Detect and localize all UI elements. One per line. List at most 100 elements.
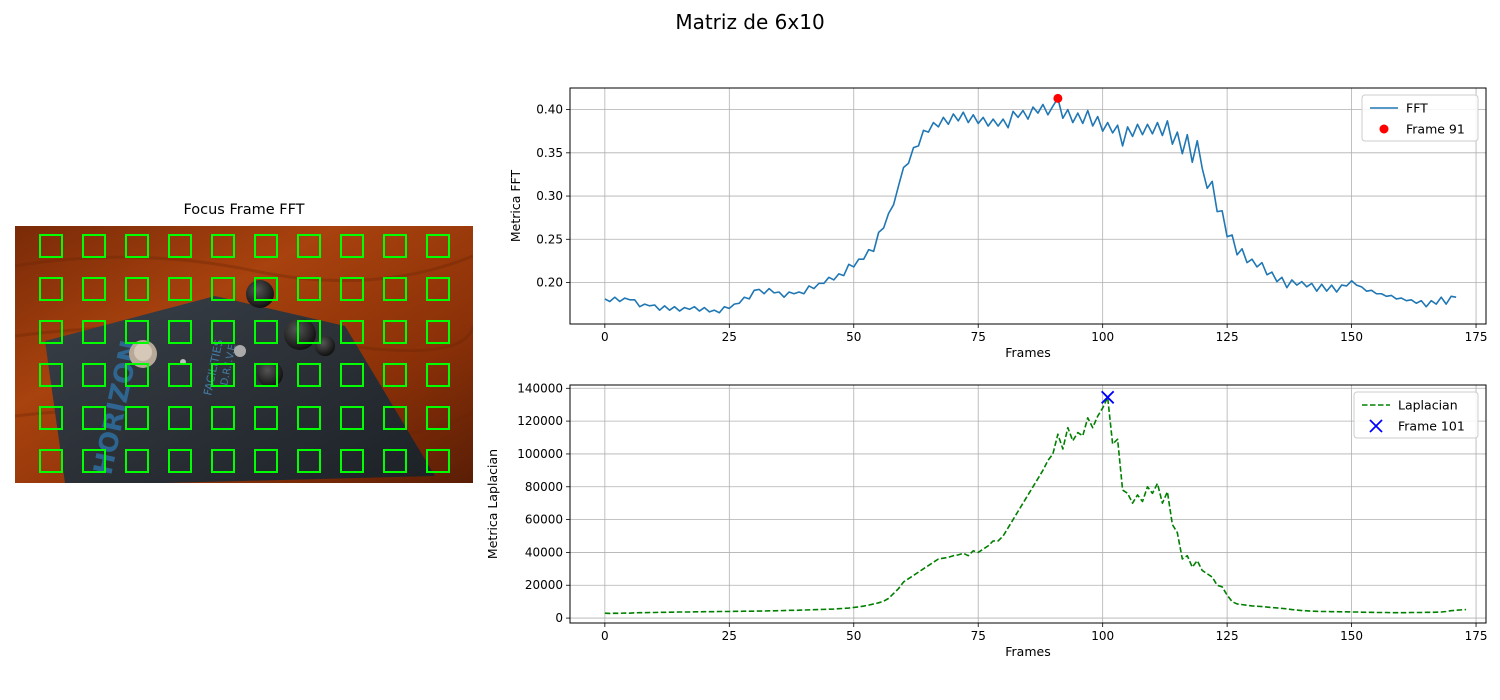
focus-box xyxy=(254,320,278,344)
x-tick-label: 75 xyxy=(971,330,986,344)
legend-marker-stroke xyxy=(1369,419,1383,433)
focus-frame-svg: HORIZON FACILITIES D.R.I.V.E xyxy=(15,226,473,483)
focus-box xyxy=(254,449,278,473)
x-tick-label: 125 xyxy=(1216,330,1239,344)
focus-box xyxy=(211,277,235,301)
focus-box xyxy=(168,320,192,344)
legend-marker-swatch xyxy=(1369,419,1383,433)
focus-box xyxy=(168,449,192,473)
x-tick-label: 0 xyxy=(601,330,609,344)
focus-box xyxy=(125,277,149,301)
focus-box xyxy=(297,406,321,430)
x-tick-label: 175 xyxy=(1465,330,1488,344)
focus-box xyxy=(125,320,149,344)
focus-box xyxy=(297,449,321,473)
y-tick-label: 120000 xyxy=(517,414,563,428)
focus-box xyxy=(39,449,63,473)
focus-box xyxy=(39,234,63,258)
focus-box xyxy=(340,320,364,344)
focus-box xyxy=(211,363,235,387)
x-tick-label: 25 xyxy=(722,330,737,344)
focus-box xyxy=(168,277,192,301)
x-tick-label: 100 xyxy=(1091,629,1114,643)
y-tick-label: 100000 xyxy=(517,447,563,461)
focus-box xyxy=(426,277,450,301)
focus-box xyxy=(39,363,63,387)
y-tick-label: 80000 xyxy=(525,480,563,494)
x-tick-label: 25 xyxy=(722,629,737,643)
focus-box xyxy=(383,406,407,430)
y-tick-label: 0.20 xyxy=(536,276,563,290)
legend-label-series: Laplacian xyxy=(1398,398,1458,413)
focus-box xyxy=(340,277,364,301)
focus-box xyxy=(254,363,278,387)
focus-box xyxy=(82,449,106,473)
focus-frame-image: HORIZON FACILITIES D.R.I.V.E xyxy=(15,226,473,483)
legend-label-marker: Frame 101 xyxy=(1398,419,1465,434)
focus-box xyxy=(426,320,450,344)
pedal-knob xyxy=(284,318,316,350)
focus-box xyxy=(39,320,63,344)
legend-box xyxy=(1353,391,1479,439)
focus-box xyxy=(168,234,192,258)
focus-grid xyxy=(39,234,450,473)
focus-box xyxy=(82,406,106,430)
legend-marker-stroke xyxy=(1369,419,1383,433)
focus-box xyxy=(426,234,450,258)
y-tick-label: 0.40 xyxy=(536,103,563,117)
x-tick-label: 75 xyxy=(971,629,986,643)
focus-box xyxy=(39,277,63,301)
footswitch-cap xyxy=(134,343,152,361)
focus-box xyxy=(125,363,149,387)
y-tick-label: 0 xyxy=(555,611,563,625)
axes-frame xyxy=(569,384,1487,624)
x-tick-label: 175 xyxy=(1465,629,1488,643)
legend-marker-swatch xyxy=(1379,124,1389,134)
x-tick-label: 150 xyxy=(1340,330,1363,344)
series-line-fft xyxy=(604,97,1457,314)
y-tick-label: 60000 xyxy=(525,513,563,527)
focus-box xyxy=(254,406,278,430)
y-tick-label: 0.35 xyxy=(536,146,563,160)
focus-box xyxy=(383,277,407,301)
focus-box xyxy=(383,234,407,258)
focus-box xyxy=(168,363,192,387)
y-tick-label: 20000 xyxy=(525,578,563,592)
focus-box xyxy=(125,406,149,430)
focus-box xyxy=(297,277,321,301)
x-tick-label: 100 xyxy=(1091,330,1114,344)
max-marker xyxy=(1101,390,1115,404)
x-axis-label: Frames xyxy=(1005,345,1050,360)
focus-box xyxy=(426,363,450,387)
x-tick-label: 125 xyxy=(1216,629,1239,643)
focus-box xyxy=(383,449,407,473)
legend: FFT Frame 91 xyxy=(1361,94,1479,142)
y-tick-label: 40000 xyxy=(525,545,563,559)
y-tick-label: 140000 xyxy=(517,381,563,395)
y-axis-label: Metrica Laplacian xyxy=(485,449,500,559)
focus-box xyxy=(211,320,235,344)
focus-box xyxy=(82,363,106,387)
focus-box xyxy=(340,406,364,430)
focus-box xyxy=(168,406,192,430)
max-marker-stroke xyxy=(1101,390,1115,404)
axes-frame xyxy=(569,87,1487,325)
focus-box xyxy=(211,234,235,258)
focus-box xyxy=(297,320,321,344)
x-tick-label: 50 xyxy=(846,330,861,344)
focus-box xyxy=(340,234,364,258)
pedal-knob xyxy=(246,280,274,308)
series-line-laplacian xyxy=(604,396,1467,615)
legend: Laplacian Frame 101 xyxy=(1353,391,1479,439)
focus-box xyxy=(426,406,450,430)
legend-label-series: FFT xyxy=(1406,101,1428,116)
focus-box xyxy=(383,363,407,387)
focus-box xyxy=(340,449,364,473)
focus-box xyxy=(211,406,235,430)
focus-box xyxy=(426,449,450,473)
legend-box xyxy=(1361,94,1479,142)
focus-box xyxy=(297,363,321,387)
x-tick-label: 0 xyxy=(601,629,609,643)
x-tick-label: 50 xyxy=(846,629,861,643)
focus-box xyxy=(254,277,278,301)
